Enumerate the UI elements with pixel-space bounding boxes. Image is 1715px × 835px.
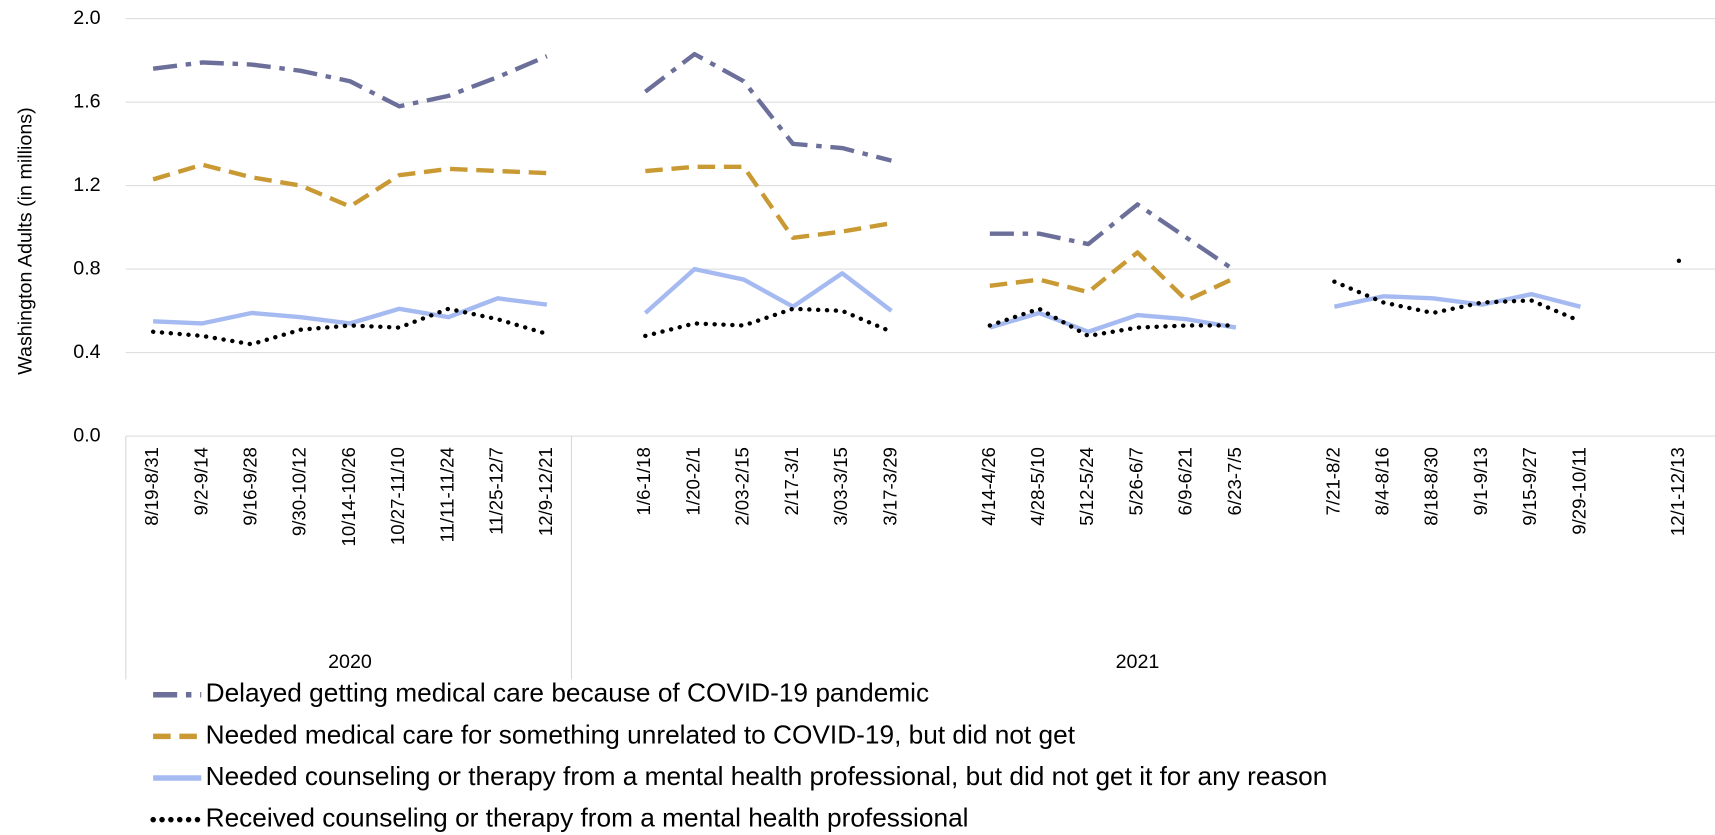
x-tick-label: 11/25-12/7	[486, 447, 507, 535]
legend-label: Needed counseling or therapy from a ment…	[206, 761, 1328, 791]
x-tick-label: 8/4-8/16	[1372, 447, 1393, 515]
y-tick-label: 0.4	[73, 341, 100, 363]
series-line	[150, 258, 1682, 347]
x-tick-label: 8/19-8/31	[141, 447, 162, 526]
series-line	[152, 162, 1237, 303]
y-tick-label: 0.8	[73, 257, 100, 279]
x-tick-label: 2/03-2/15	[732, 447, 753, 526]
x-tick-label: 9/15-9/27	[1519, 447, 1540, 526]
x-tick-label: 9/29-10/11	[1568, 447, 1589, 535]
x-tick-label: 9/2-9/14	[190, 447, 211, 515]
group-label: 2021	[1116, 651, 1160, 673]
x-tick-label: 5/12-5/24	[1076, 447, 1097, 526]
x-tick-label: 7/21-8/2	[1322, 447, 1343, 515]
x-tick-label: 9/1-9/13	[1470, 447, 1491, 515]
x-tick-label: 6/9-6/21	[1175, 447, 1196, 515]
x-tick-label: 5/26-6/7	[1125, 447, 1146, 515]
x-tick-label: 11/11-11/24	[436, 447, 457, 542]
legend-label: Delayed getting medical care because of …	[206, 678, 929, 708]
x-tick-label: 3/03-3/15	[830, 447, 851, 526]
x-tick-label: 10/14-10/26	[338, 447, 359, 546]
x-tick-label: 4/28-5/10	[1027, 447, 1048, 526]
x-tick-label: 12/1-12/13	[1667, 447, 1688, 536]
x-tick-label: 10/27-11/10	[387, 447, 408, 545]
x-tick-label: 6/23-7/5	[1224, 447, 1245, 515]
series-line	[153, 266, 1679, 334]
y-tick-label: 0.0	[73, 424, 100, 446]
x-tick-label: 3/17-3/29	[879, 447, 900, 526]
legend-label: Received counseling or therapy from a me…	[206, 803, 969, 833]
x-tick-label: 1/20-2/1	[682, 447, 703, 515]
y-axis-title: Washington Adults (in millions)	[14, 107, 36, 375]
x-tick-label: 8/18-8/30	[1421, 447, 1442, 526]
x-tick-label: 9/16-9/28	[239, 447, 260, 526]
x-tick-label: 12/9-12/21	[535, 447, 556, 536]
x-tick-label: 2/17-3/1	[781, 447, 802, 515]
y-tick-label: 1.2	[73, 174, 100, 196]
legend-label: Needed medical care for something unrela…	[206, 719, 1076, 749]
x-tick-label: 4/14-4/26	[978, 447, 999, 526]
y-tick-label: 2.0	[73, 7, 100, 29]
x-tick-label: 9/30-10/12	[289, 447, 310, 536]
series-line	[152, 51, 1238, 274]
x-tick-label: 1/6-1/18	[633, 447, 654, 515]
y-tick-label: 1.6	[73, 90, 100, 112]
group-label: 2020	[328, 651, 372, 673]
